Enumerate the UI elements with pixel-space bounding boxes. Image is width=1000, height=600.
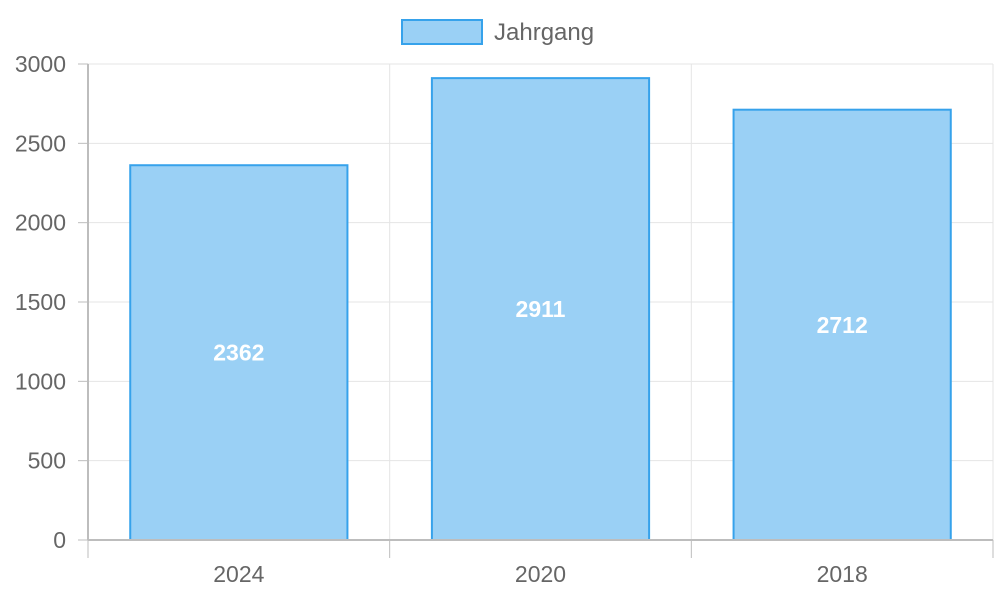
x-tick-label: 2018 (817, 561, 868, 587)
y-tick-label: 3000 (15, 51, 66, 77)
y-tick-label: 0 (53, 527, 66, 553)
y-tick-label: 1500 (15, 289, 66, 315)
legend-label[interactable]: Jahrgang (494, 19, 594, 46)
legend-swatch[interactable] (401, 19, 483, 45)
y-tick-label: 2500 (15, 130, 66, 156)
y-tick-label: 1000 (15, 368, 66, 394)
y-tick-label: 2000 (15, 210, 66, 236)
bar-2024[interactable] (129, 164, 349, 541)
label-layer: 2362 2911 2712 (213, 296, 868, 366)
data-label: 2362 (213, 340, 264, 366)
data-label: 2911 (516, 296, 566, 322)
bar-layer (129, 77, 952, 541)
bar-2018[interactable] (732, 108, 952, 541)
data-label: 2712 (817, 312, 868, 338)
y-tick-label: 500 (28, 448, 66, 474)
x-tick-label: 2020 (515, 561, 566, 587)
x-tick-label: 2024 (213, 561, 264, 587)
bar-2020[interactable] (430, 77, 651, 541)
axis-layer: 0 500 1000 1500 2000 2500 3000 2024 2020 2018 (15, 51, 994, 587)
legend[interactable]: Jahrgang (401, 19, 594, 46)
